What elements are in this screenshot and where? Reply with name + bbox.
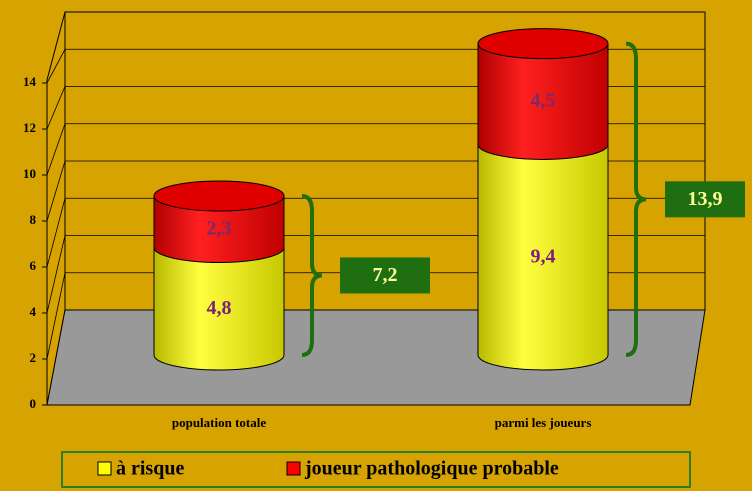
brace: [625, 41, 647, 357]
total-box: [340, 257, 430, 294]
cylinder-top: [477, 28, 609, 60]
y-tick-label: 0: [30, 396, 37, 411]
y-tick-label: 6: [30, 258, 37, 273]
value-label: 2,3: [207, 217, 232, 239]
legend-swatch: [286, 461, 301, 476]
value-label: 4,8: [207, 297, 232, 319]
y-tick-label: 14: [23, 74, 37, 89]
value-label: 9,4: [531, 245, 556, 267]
value-label: 4,5: [531, 90, 556, 112]
cylinder-segment: [477, 143, 609, 371]
x-tick-label: population totale: [172, 415, 266, 430]
cylinder-segment: [477, 43, 609, 160]
y-tick-label: 8: [30, 212, 37, 227]
legend-swatch: [97, 461, 112, 476]
cylinder-top: [153, 180, 285, 212]
y-tick-label: 10: [23, 166, 36, 181]
annotation: 7,2: [373, 264, 398, 286]
y-tick-label: 12: [23, 120, 36, 135]
legend-label: joueur pathologique probable: [304, 458, 559, 480]
legend: [61, 451, 691, 488]
x-tick-label: parmi les joueurs: [495, 415, 592, 430]
brace: [301, 193, 323, 357]
cylinder-segment: [153, 195, 285, 263]
legend-label: à risque: [116, 458, 184, 480]
cylinder-segment: [153, 246, 285, 371]
total-box: [665, 181, 745, 218]
y-tick-label: 4: [30, 304, 37, 319]
y-tick-label: 2: [30, 350, 37, 365]
annotation: 13,9: [688, 188, 723, 210]
